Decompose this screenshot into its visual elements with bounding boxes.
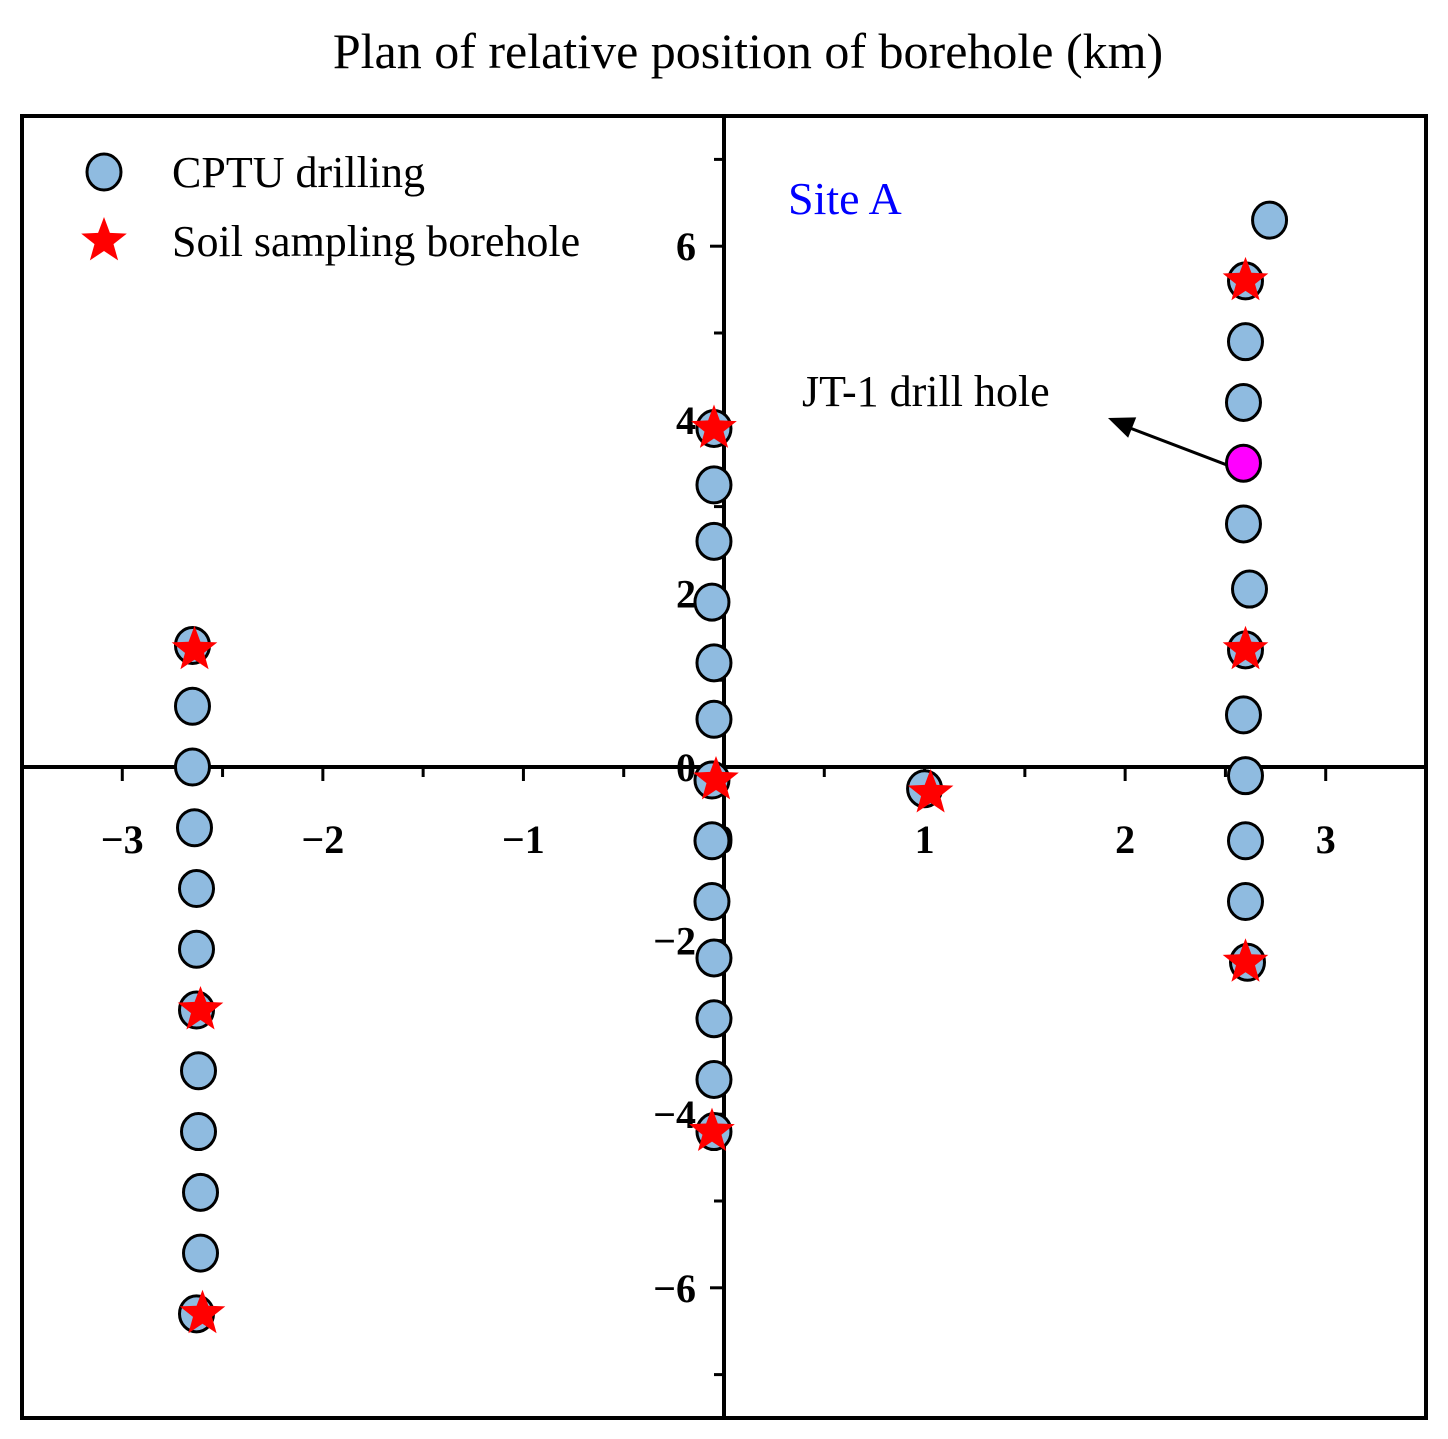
jt1-annotation-label: JT-1 drill hole <box>802 367 1050 416</box>
sampling-borehole-point <box>693 756 739 800</box>
jt1-drill-hole-point <box>1224 443 1262 483</box>
y-tick-label: −6 <box>653 1266 696 1311</box>
legend-label: Soil sampling borehole <box>172 217 580 266</box>
sampling-borehole-point <box>1222 256 1269 301</box>
cptu-drilling-point <box>695 999 733 1039</box>
sampling-borehole-point <box>691 404 737 448</box>
sampling-borehole-point <box>907 769 954 813</box>
cptu-drilling-point <box>175 808 213 848</box>
y-tick-label: −2 <box>653 919 696 964</box>
cptu-drilling-point <box>1224 695 1262 735</box>
sampling-borehole-point <box>177 986 224 1030</box>
annotations: JT-1 drill hole Site A <box>788 173 1229 467</box>
cptu-drilling-point <box>177 929 215 969</box>
cptu-drilling-point <box>693 582 731 622</box>
cptu-drilling-point <box>693 882 731 922</box>
legend-circle-marker <box>85 152 123 192</box>
cptu-drilling-point <box>1226 882 1264 922</box>
x-tick-label: 2 <box>1115 817 1135 862</box>
sampling-borehole-point <box>1222 938 1269 982</box>
cptu-drilling-point <box>695 465 733 505</box>
sampling-borehole-point <box>179 1289 226 1334</box>
x-tick-label: −1 <box>502 817 545 862</box>
cptu-drilling-point <box>1226 756 1264 796</box>
sampling-borehole-point <box>171 625 218 670</box>
sampling-borehole-point <box>689 1107 735 1151</box>
cptu-drilling-point <box>695 699 733 739</box>
cptu-drilling-point <box>693 821 731 861</box>
x-tick-label: −2 <box>301 817 344 862</box>
sampling-borehole-point <box>1222 625 1269 670</box>
cptu-drilling-point <box>695 521 733 561</box>
cptu-drilling-point <box>695 1059 733 1099</box>
cptu-drilling-point <box>173 686 211 726</box>
x-tick-label: −3 <box>101 817 144 862</box>
chart-title: Plan of relative position of borehole (k… <box>333 23 1163 79</box>
cptu-drilling-point <box>182 1233 220 1273</box>
cptu-drilling-point <box>1224 504 1262 544</box>
x-tick-label: 1 <box>915 817 935 862</box>
cptu-drilling-point <box>695 938 733 978</box>
legend-star-marker <box>81 217 127 261</box>
cptu-drilling-point <box>1230 569 1268 609</box>
cptu-drilling-point <box>1226 821 1264 861</box>
y-tick-label: −4 <box>653 1092 696 1137</box>
cptu-drilling-point <box>1224 382 1262 422</box>
y-tick-label: 0 <box>676 745 696 790</box>
y-tick-label: 4 <box>676 398 696 443</box>
cptu-drilling-point <box>1226 322 1264 362</box>
y-tick-label: 6 <box>676 224 696 269</box>
cptu-drilling-point <box>180 1051 218 1091</box>
y-tick-label: 2 <box>676 571 696 616</box>
cptu-drilling-point <box>695 643 733 683</box>
cptu-drilling-point <box>173 747 211 787</box>
data-marks <box>171 200 1289 1334</box>
legend: CPTU drilling Soil sampling borehole <box>81 148 580 266</box>
site-label: Site A <box>788 173 902 224</box>
x-tick-label: 3 <box>1316 817 1336 862</box>
annotation-arrow-head <box>1108 417 1137 438</box>
cptu-drilling-point <box>1251 200 1289 240</box>
annotation-arrow-line <box>1121 423 1229 467</box>
legend-label: CPTU drilling <box>172 148 425 197</box>
cptu-drilling-point <box>180 1112 218 1152</box>
cptu-drilling-point <box>177 869 215 909</box>
cptu-drilling-point <box>182 1172 220 1212</box>
